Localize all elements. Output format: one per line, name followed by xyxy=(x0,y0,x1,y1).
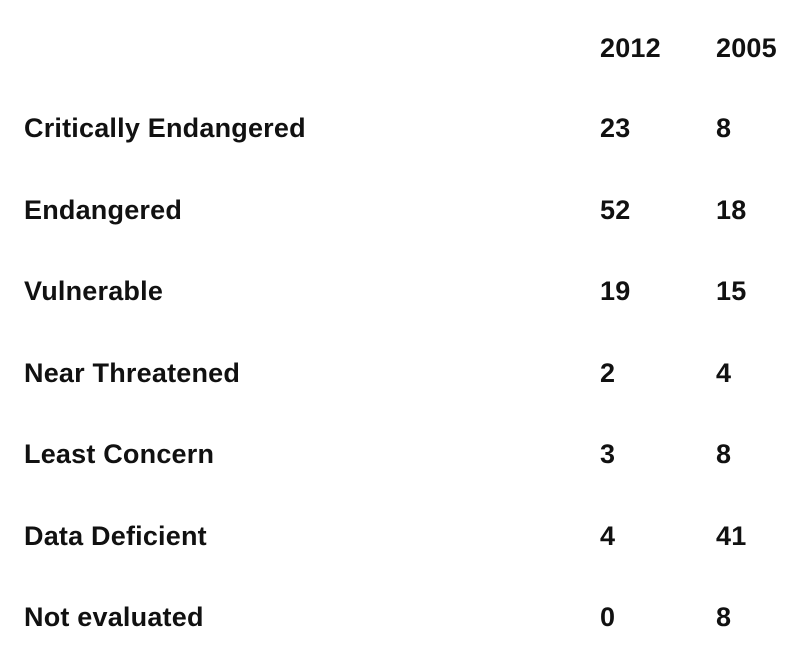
row-label-endangered: Endangered xyxy=(24,195,183,225)
value-cell-critically-endangered-2012: 23 xyxy=(600,113,631,143)
row-label-least-concern: Least Concern xyxy=(24,439,215,469)
column-header-2005: 2005 xyxy=(716,33,777,63)
column-header-2012: 2012 xyxy=(600,33,661,63)
row-label-vulnerable: Vulnerable xyxy=(24,276,164,306)
value-cell-least-concern-2005: 8 xyxy=(716,439,732,469)
value-cell-near-threatened-2005: 4 xyxy=(716,358,732,388)
value-cell-data-deficient-2005: 41 xyxy=(716,521,747,551)
value-cell-not-evaluated-2012: 0 xyxy=(600,602,616,632)
row-label-data-deficient: Data Deficient xyxy=(24,521,207,551)
row-label-critically-endangered: Critically Endangered xyxy=(24,113,306,143)
value-cell-critically-endangered-2005: 8 xyxy=(716,113,732,143)
value-cell-least-concern-2012: 3 xyxy=(600,439,616,469)
value-cell-near-threatened-2012: 2 xyxy=(600,358,616,388)
value-cell-data-deficient-2012: 4 xyxy=(600,521,616,551)
row-label-not-evaluated: Not evaluated xyxy=(24,602,204,632)
value-cell-not-evaluated-2005: 8 xyxy=(716,602,732,632)
value-cell-vulnerable-2012: 19 xyxy=(600,276,631,306)
value-cell-endangered-2005: 18 xyxy=(716,195,747,225)
row-label-near-threatened: Near Threatened xyxy=(24,358,241,388)
value-cell-endangered-2012: 52 xyxy=(600,195,631,225)
value-cell-vulnerable-2005: 15 xyxy=(716,276,747,306)
